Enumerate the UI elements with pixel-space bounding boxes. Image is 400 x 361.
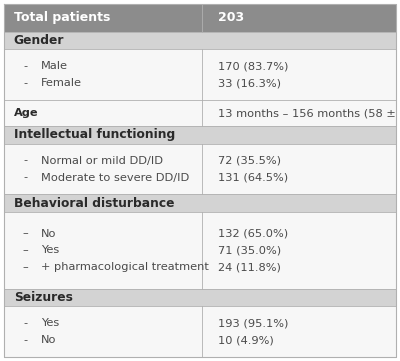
Bar: [4, 306, 396, 357]
Text: Age: Age: [14, 108, 38, 118]
Text: Moderate to severe DD/ID: Moderate to severe DD/ID: [41, 173, 190, 183]
Text: No: No: [41, 335, 57, 345]
Bar: [4, 100, 396, 126]
Text: 10 (4.9%): 10 (4.9%): [218, 335, 273, 345]
Text: Intellectual functioning: Intellectual functioning: [14, 128, 175, 141]
Text: Male: Male: [41, 61, 68, 71]
Text: 132 (65.0%): 132 (65.0%): [218, 229, 288, 239]
Text: -: -: [24, 335, 28, 345]
Bar: [4, 49, 396, 100]
Text: Female: Female: [41, 78, 82, 88]
Text: Seizures: Seizures: [14, 291, 73, 304]
Bar: [4, 289, 396, 306]
Bar: [4, 126, 396, 144]
Text: 13 months – 156 months (58 ± 28): 13 months – 156 months (58 ± 28): [218, 108, 400, 118]
Text: –: –: [23, 229, 28, 239]
Text: –: –: [23, 262, 28, 273]
Text: 71 (35.0%): 71 (35.0%): [218, 245, 281, 256]
Text: Yes: Yes: [41, 318, 60, 329]
Text: 170 (83.7%): 170 (83.7%): [218, 61, 288, 71]
Text: -: -: [24, 78, 28, 88]
Bar: [4, 212, 396, 289]
Text: -: -: [24, 61, 28, 71]
Bar: [4, 195, 396, 212]
Text: Normal or mild DD/ID: Normal or mild DD/ID: [41, 156, 163, 166]
Bar: [4, 4, 396, 32]
Text: 72 (35.5%): 72 (35.5%): [218, 156, 281, 166]
Text: –: –: [23, 245, 28, 256]
Bar: [4, 32, 396, 49]
Text: Yes: Yes: [41, 245, 60, 256]
Text: -: -: [24, 173, 28, 183]
Text: + pharmacological treatment: + pharmacological treatment: [41, 262, 209, 273]
Text: 203: 203: [218, 11, 244, 24]
Text: No: No: [41, 229, 57, 239]
Bar: [4, 144, 396, 195]
Text: Behavioral disturbance: Behavioral disturbance: [14, 197, 174, 210]
Text: Total patients: Total patients: [14, 11, 110, 24]
Text: -: -: [24, 318, 28, 329]
Text: 24 (11.8%): 24 (11.8%): [218, 262, 280, 273]
Text: 131 (64.5%): 131 (64.5%): [218, 173, 288, 183]
Text: 33 (16.3%): 33 (16.3%): [218, 78, 281, 88]
Text: -: -: [24, 156, 28, 166]
Text: Gender: Gender: [14, 34, 64, 47]
Text: 193 (95.1%): 193 (95.1%): [218, 318, 288, 329]
